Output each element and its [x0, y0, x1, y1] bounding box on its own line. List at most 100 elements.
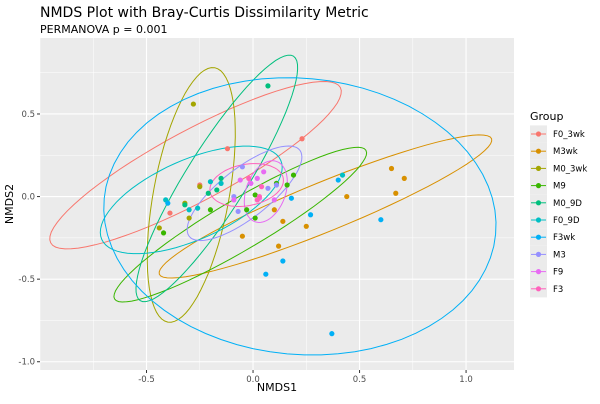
point-F3 — [254, 197, 260, 203]
legend-label: F9 — [553, 268, 563, 278]
legend-label: F0_3wk — [553, 130, 585, 140]
ellipse-M3 — [186, 145, 303, 242]
y-axis-label: NMDS2 — [3, 184, 16, 224]
point-F0_3wk — [299, 136, 305, 142]
point-F3wk — [288, 195, 294, 201]
point-F0_9D — [186, 207, 192, 213]
legend-key-point — [535, 217, 542, 223]
point-F0_3wk — [167, 210, 173, 216]
point-M0_9D — [214, 187, 220, 193]
point-M3wk — [401, 175, 407, 181]
point-M0_3wk — [186, 215, 192, 221]
point-F3 — [258, 184, 265, 190]
legend-key-point — [535, 251, 542, 257]
point-F3wk — [165, 200, 171, 206]
x-tick-label: -0.5 — [138, 375, 155, 385]
point-M9 — [207, 207, 214, 213]
x-tick-label: 0.5 — [353, 375, 367, 385]
ellipse-M0_9D — [135, 54, 299, 303]
point-F0_9D — [195, 205, 201, 211]
point-M9 — [284, 182, 290, 188]
point-M9 — [252, 215, 258, 221]
point-M9 — [290, 172, 297, 178]
y-tick-label: 0.0 — [21, 193, 35, 203]
legend-label: M9 — [553, 182, 566, 192]
chart-title: NMDS Plot with Bray-Curtis Dissimilarity… — [40, 5, 369, 21]
points — [156, 83, 407, 337]
x-tick-label: 0.0 — [246, 375, 260, 385]
legend-label: M3 — [553, 250, 566, 260]
legend-key-point — [535, 131, 542, 137]
ellipse-F0_9D — [99, 145, 283, 255]
y-tick-label: -0.5 — [18, 275, 35, 285]
point-M0_9D — [265, 83, 271, 89]
ellipses — [49, 54, 497, 356]
point-F9 — [248, 180, 254, 186]
point-M3 — [235, 208, 241, 215]
plot-content — [49, 54, 497, 356]
ellipse-M0_3wk — [146, 67, 236, 323]
point-F3wk — [307, 212, 314, 218]
legend-label: M0_3wk — [553, 164, 587, 174]
ellipse-M3wk — [158, 134, 493, 279]
y-tick-label: 0.5 — [21, 110, 35, 120]
x-tick-label: 1.0 — [459, 375, 473, 385]
legend-label: F3 — [553, 285, 563, 295]
point-F3wk — [263, 271, 269, 277]
legend: Group F0_3wk M3wk M0_3wk M9 M0_9D F0_9D F3wk M3… — [530, 110, 587, 298]
legend-key-point — [535, 148, 542, 154]
point-M3wk — [239, 233, 245, 239]
ellipse-M9 — [113, 146, 368, 303]
point-F3wk — [335, 177, 341, 183]
point-M3 — [273, 182, 280, 188]
legend-key-point — [535, 183, 542, 189]
legend-key-point — [535, 286, 542, 292]
legend-label: F3wk — [553, 233, 575, 243]
point-F9 — [231, 197, 237, 203]
legend-key-point — [535, 234, 542, 240]
point-M0_3wk — [197, 184, 203, 190]
point-F3wk — [329, 331, 335, 337]
point-M3wk — [388, 165, 395, 172]
point-M3wk — [271, 207, 277, 213]
point-M3 — [265, 185, 271, 191]
point-M9 — [244, 207, 250, 213]
point-M9 — [160, 230, 167, 236]
point-F9 — [261, 169, 267, 175]
point-M3 — [239, 164, 245, 170]
point-F9 — [271, 197, 277, 203]
point-M0_9D — [182, 202, 188, 208]
point-F0_9D — [207, 179, 214, 185]
ellipse-F0_3wk — [49, 80, 342, 250]
point-F3wk — [378, 217, 384, 223]
ellipse-F3wk — [103, 77, 497, 356]
x-axis-label: NMDS1 — [257, 381, 297, 394]
point-F0_9D — [339, 172, 346, 178]
point-M3wk — [344, 193, 350, 200]
chart-subtitle: PERMANOVA p = 0.001 — [40, 23, 167, 36]
point-F3wk — [280, 258, 286, 264]
point-M0_3wk — [156, 225, 162, 231]
point-F9 — [254, 175, 260, 181]
plot-panel — [40, 38, 514, 370]
legend-label: M3wk — [553, 147, 578, 157]
point-M9 — [252, 192, 258, 198]
legend-key-point — [535, 165, 542, 171]
y-tick-label: -1.0 — [18, 358, 35, 368]
point-F3 — [246, 175, 252, 181]
point-F0_9D — [218, 180, 224, 186]
legend-label: M0_9D — [553, 199, 582, 209]
point-M3wk — [393, 190, 399, 196]
legend-key-point — [535, 269, 542, 275]
point-F0_3wk — [224, 146, 231, 152]
axes: -0.5 0.0 0.5 1.0 -1.0 -0.5 0.0 0.5 — [18, 110, 472, 385]
point-M0_9D — [205, 190, 211, 196]
point-F9 — [237, 177, 243, 183]
point-M3wk — [303, 223, 309, 229]
legend-key-point — [535, 200, 542, 206]
legend-title: Group — [530, 110, 564, 123]
point-M3wk — [275, 243, 282, 249]
point-M0_3wk — [190, 101, 196, 107]
legend-label: F0_9D — [553, 216, 580, 226]
